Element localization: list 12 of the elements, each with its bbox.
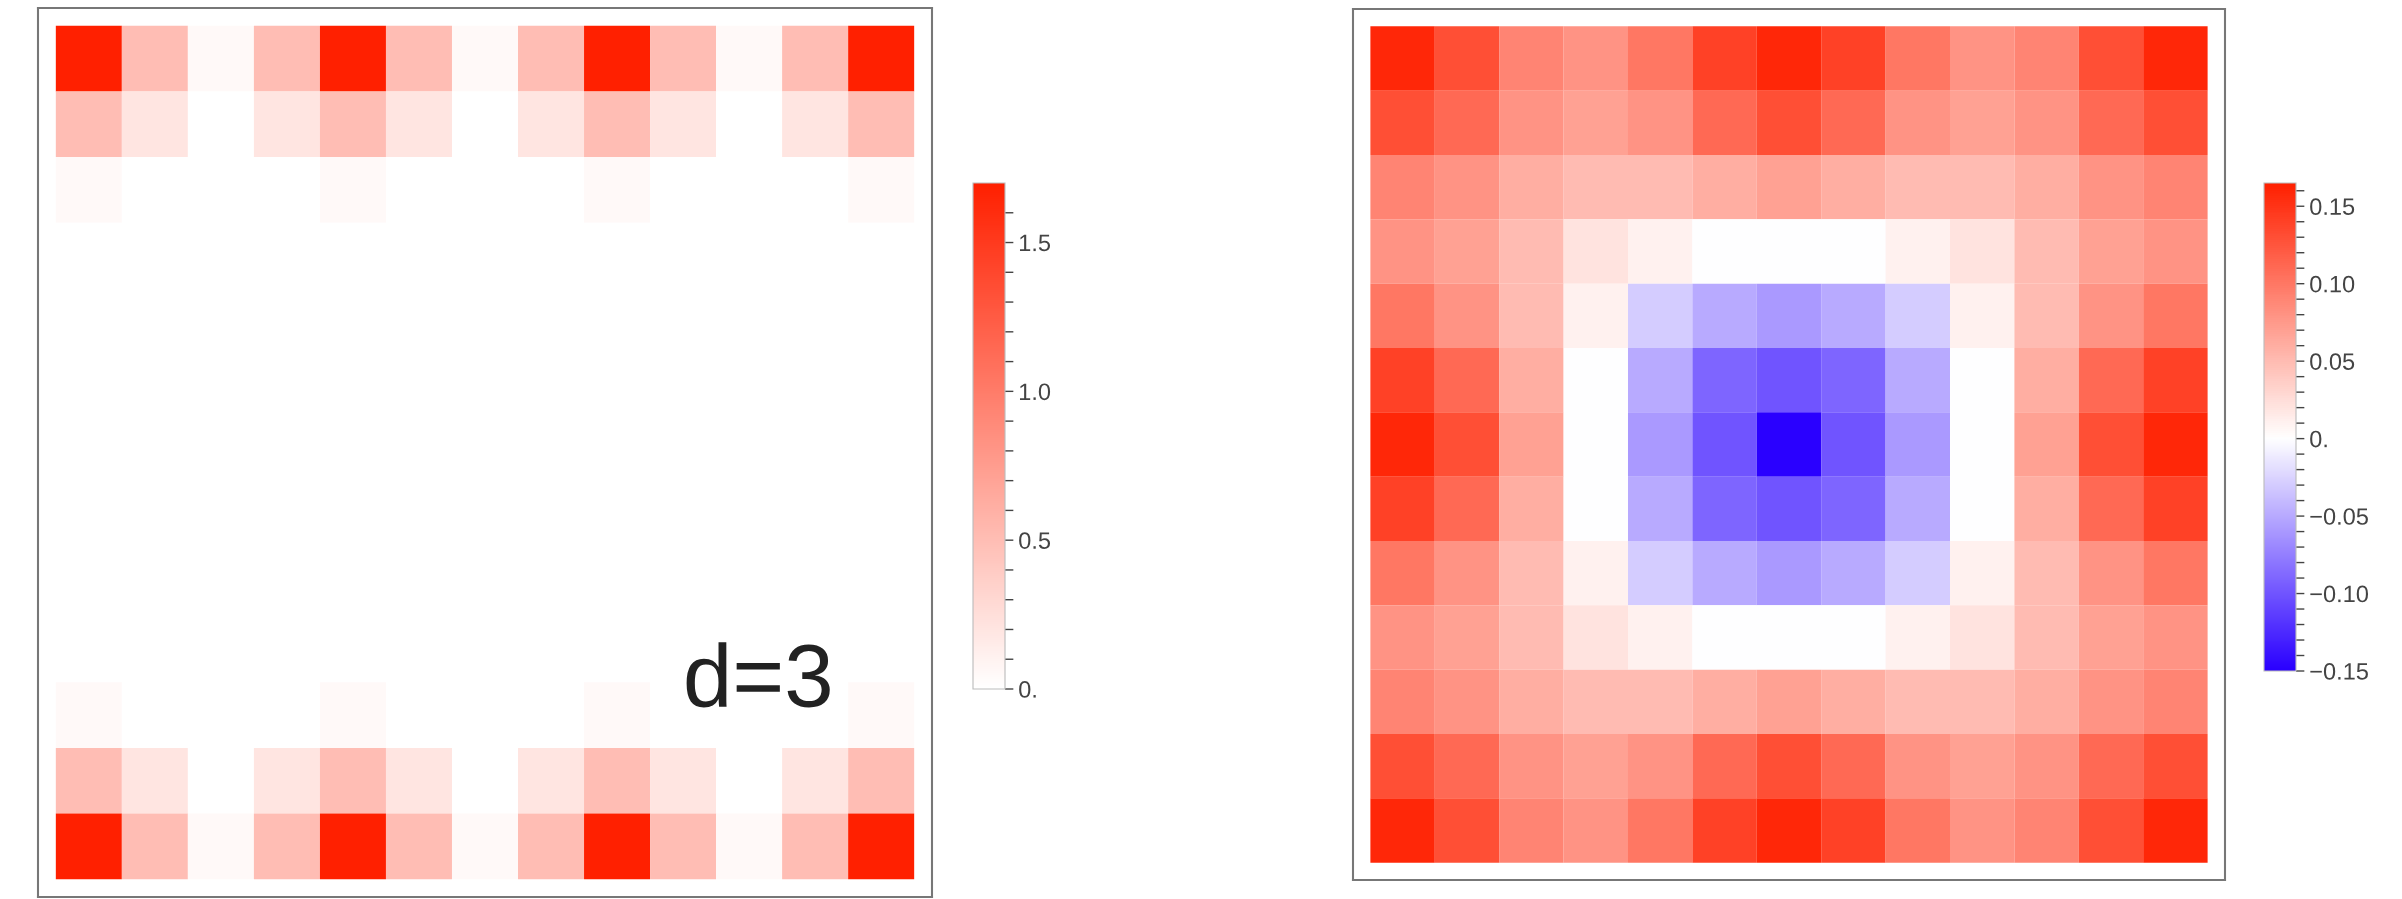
color-bar-label: 0.15 [2310,198,2355,216]
color-bar-label: 1.0 [1019,383,1051,401]
color-bar-label: 0. [2310,430,2327,448]
color-bar-label: 0.5 [1019,532,1051,549]
color-bar-label: 0. [1019,681,1036,698]
color-bar-label: 1.5 [1019,234,1051,252]
annotation: d=3 [686,642,830,708]
color-bar-label: −0.10 [2310,585,2369,603]
color-bar-label: −0.05 [2310,508,2368,525]
color-bar-label: 0.05 [2310,353,2355,370]
color-bar-label: −0.15 [2310,663,2368,680]
color-bar-label: 0.10 [2310,275,2355,293]
